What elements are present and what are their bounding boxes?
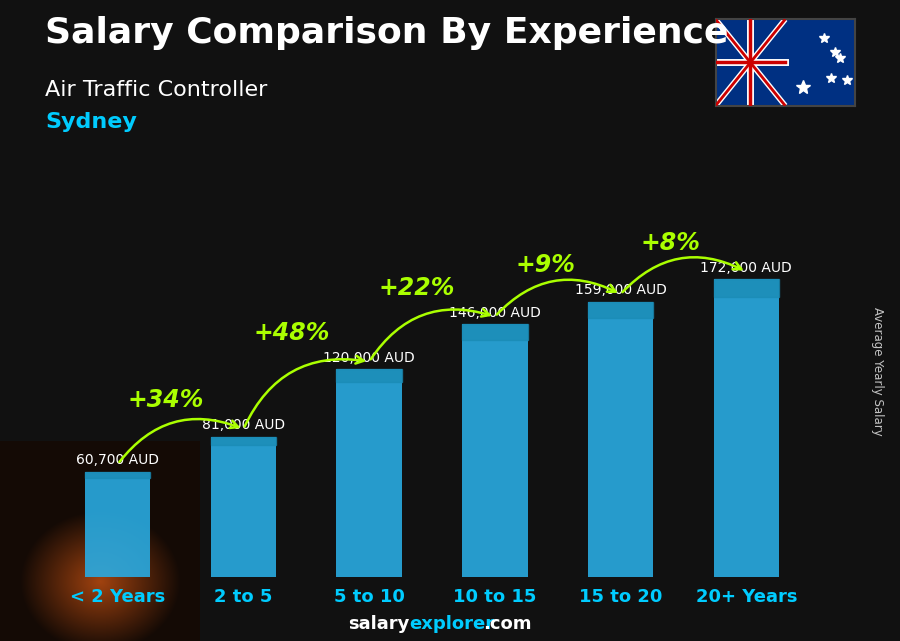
Text: +34%: +34% — [127, 388, 203, 412]
Text: salary: salary — [348, 615, 410, 633]
Text: Average Yearly Salary: Average Yearly Salary — [871, 308, 884, 436]
Bar — [463, 324, 527, 577]
Bar — [714, 279, 779, 297]
Text: Salary Comparison By Experience: Salary Comparison By Experience — [45, 16, 728, 50]
Bar — [337, 369, 401, 382]
Bar — [337, 369, 401, 577]
Text: 172,000 AUD: 172,000 AUD — [700, 261, 792, 274]
Bar — [85, 472, 150, 478]
Text: Sydney: Sydney — [45, 112, 137, 132]
Bar — [463, 324, 527, 340]
Text: +48%: +48% — [253, 320, 329, 345]
Text: 120,000 AUD: 120,000 AUD — [323, 351, 415, 365]
Bar — [85, 472, 150, 577]
Text: 159,000 AUD: 159,000 AUD — [574, 283, 667, 297]
Text: .com: .com — [483, 615, 532, 633]
Bar — [588, 302, 653, 577]
Bar — [588, 302, 653, 319]
Bar — [211, 437, 276, 577]
Bar — [211, 437, 276, 445]
Text: 60,700 AUD: 60,700 AUD — [76, 453, 159, 467]
Bar — [714, 279, 779, 577]
Text: +22%: +22% — [379, 276, 455, 299]
Text: 81,000 AUD: 81,000 AUD — [202, 418, 285, 432]
Text: Air Traffic Controller: Air Traffic Controller — [45, 80, 267, 100]
Text: explorer: explorer — [410, 615, 495, 633]
Text: +9%: +9% — [515, 253, 575, 277]
Text: 146,000 AUD: 146,000 AUD — [449, 306, 541, 320]
Text: +8%: +8% — [641, 231, 701, 254]
